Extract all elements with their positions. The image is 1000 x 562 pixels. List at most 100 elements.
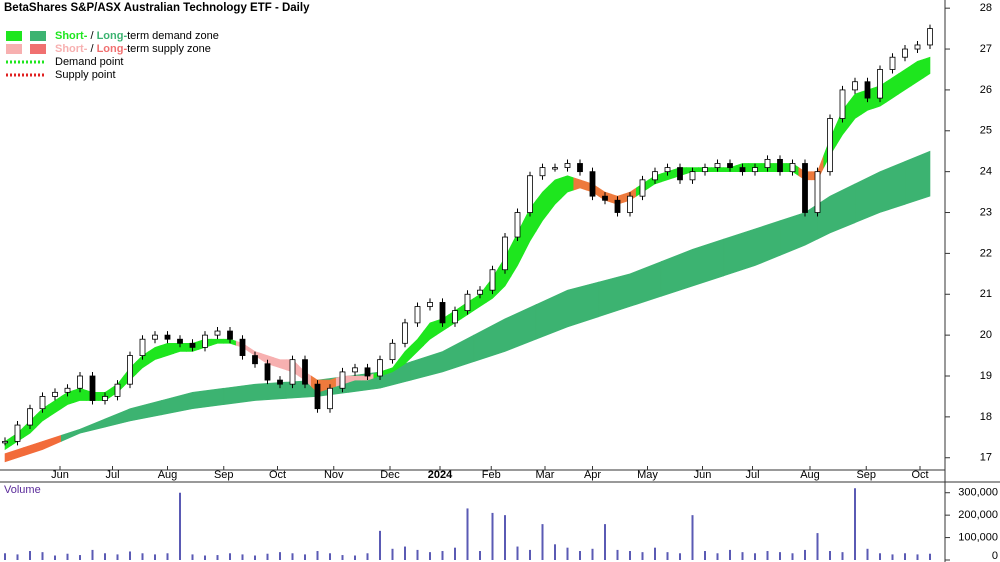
candle bbox=[289, 359, 296, 385]
candle bbox=[564, 163, 571, 168]
volume-bar bbox=[379, 530, 381, 560]
x-tick-label: Feb bbox=[482, 469, 501, 481]
volume-bar bbox=[791, 553, 794, 560]
y-tick-label: 18 bbox=[980, 411, 992, 423]
volume-bar bbox=[916, 554, 919, 560]
volume-bar bbox=[441, 551, 444, 560]
candle bbox=[489, 269, 496, 291]
volume-bar bbox=[554, 544, 556, 560]
x-tick-label: Sep bbox=[856, 469, 876, 481]
candle bbox=[864, 81, 871, 99]
volume-bar bbox=[304, 554, 306, 560]
volume-bar bbox=[754, 553, 756, 560]
candle bbox=[814, 171, 821, 213]
candle bbox=[327, 387, 333, 410]
volume-bar bbox=[4, 553, 6, 560]
volume-bar bbox=[391, 548, 394, 560]
candle bbox=[777, 158, 783, 173]
legend-swatch bbox=[30, 44, 46, 54]
candle bbox=[402, 322, 408, 344]
volume-bar bbox=[129, 551, 131, 560]
candle bbox=[527, 175, 533, 213]
legend-label: Short- / Long-term demand zone bbox=[55, 30, 219, 42]
candle bbox=[177, 338, 183, 344]
candle bbox=[377, 359, 383, 377]
candle bbox=[164, 334, 171, 340]
volume-bar bbox=[591, 548, 594, 560]
volume-tick-label: 200,000 bbox=[958, 509, 998, 521]
volume-bar bbox=[829, 551, 831, 560]
volume-bar bbox=[879, 553, 881, 560]
volume-bar bbox=[229, 553, 231, 560]
volume-bar bbox=[804, 549, 806, 560]
zone-segment bbox=[4, 447, 25, 463]
volume-bar bbox=[79, 555, 81, 560]
candle bbox=[202, 334, 208, 348]
volume-bar bbox=[504, 515, 506, 560]
candle bbox=[877, 69, 883, 99]
volume-bar bbox=[641, 552, 644, 560]
volume-bar bbox=[529, 549, 531, 560]
zone-segment bbox=[923, 56, 931, 79]
volume-bar bbox=[416, 549, 419, 560]
candle bbox=[127, 355, 133, 385]
candle bbox=[339, 371, 346, 389]
candle bbox=[152, 334, 158, 340]
zone-segment bbox=[848, 91, 862, 128]
zone-segment bbox=[560, 175, 575, 199]
volume-bar bbox=[491, 512, 494, 560]
volume-bar bbox=[204, 555, 206, 560]
candle bbox=[352, 367, 358, 373]
candle bbox=[502, 236, 508, 271]
volume-bar bbox=[816, 533, 819, 560]
volume-bar bbox=[54, 555, 56, 560]
volume-tick-label: 300,000 bbox=[958, 487, 998, 499]
zone-segment bbox=[548, 177, 562, 214]
candle bbox=[714, 163, 721, 168]
volume-bar bbox=[704, 551, 706, 560]
zone-segment bbox=[160, 387, 225, 416]
volume-bar bbox=[316, 551, 319, 560]
legend-text: / bbox=[87, 43, 96, 55]
volume-bar bbox=[279, 552, 281, 560]
volume-panel bbox=[4, 488, 931, 560]
x-tick-label: Jul bbox=[745, 469, 759, 481]
candle bbox=[839, 89, 846, 119]
candle bbox=[614, 199, 621, 213]
y-tick-label: 26 bbox=[980, 84, 992, 96]
x-tick-label: Jun bbox=[51, 469, 69, 481]
candle bbox=[539, 167, 546, 177]
candle bbox=[652, 171, 658, 181]
candle bbox=[827, 118, 833, 173]
volume-tick-label: 100,000 bbox=[958, 531, 998, 543]
y-tick-label: 27 bbox=[980, 43, 992, 55]
candle bbox=[927, 28, 933, 46]
volume-bar bbox=[516, 546, 519, 560]
volume-bar bbox=[691, 515, 694, 560]
x-tick-label: Oct bbox=[911, 469, 928, 481]
zone-segment bbox=[535, 281, 600, 340]
y-tick-label: 28 bbox=[980, 2, 992, 14]
volume-bar bbox=[191, 554, 194, 560]
volume-bar bbox=[741, 552, 744, 560]
legend-text: term demand zone bbox=[127, 30, 219, 42]
legend-label: Demand point bbox=[55, 56, 124, 68]
zone-segment bbox=[410, 330, 425, 359]
legend-text: Long- bbox=[97, 43, 128, 55]
x-tick-label: Mar bbox=[536, 469, 555, 481]
volume-label: Volume bbox=[4, 484, 41, 496]
legend-text: Supply point bbox=[55, 69, 116, 81]
volume-bar bbox=[429, 552, 431, 560]
volume-bar bbox=[854, 488, 856, 560]
volume-bar bbox=[341, 555, 344, 560]
candle bbox=[214, 330, 221, 336]
candle bbox=[802, 163, 808, 213]
legend-text: Short- bbox=[55, 43, 88, 55]
volume-bar bbox=[366, 553, 369, 560]
y-tick-label: 19 bbox=[980, 370, 992, 382]
candle bbox=[39, 396, 46, 410]
volume-bar bbox=[91, 549, 94, 560]
volume-bar bbox=[841, 552, 844, 560]
candle bbox=[302, 359, 308, 385]
